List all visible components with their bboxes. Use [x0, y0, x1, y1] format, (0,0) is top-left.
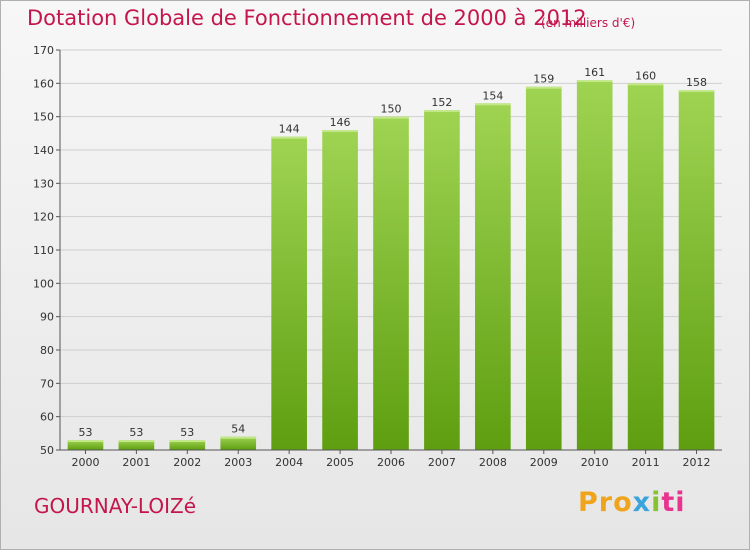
x-tick-label: 2000: [71, 456, 99, 469]
data-label: 150: [381, 103, 402, 116]
bar-highlight: [220, 436, 257, 439]
chart-title: Dotation Globale de Fonctionnement de 20…: [27, 6, 587, 30]
logo-part: x: [632, 487, 652, 518]
x-tick-label: 2009: [530, 456, 558, 469]
x-tick-label: 2002: [173, 456, 201, 469]
x-tick-label: 2004: [275, 456, 303, 469]
bar-highlight: [627, 83, 664, 86]
data-label: 53: [180, 426, 194, 439]
x-tick-label: 2001: [122, 456, 150, 469]
data-label: 144: [279, 123, 300, 136]
y-tick-label: 130: [33, 177, 54, 190]
y-tick-label: 70: [40, 377, 54, 390]
data-label: 161: [584, 66, 605, 79]
data-label: 146: [330, 116, 351, 129]
y-tick-label: 90: [40, 311, 54, 324]
bar-highlight: [118, 440, 155, 442]
bar-highlight: [525, 86, 562, 89]
y-tick-label: 50: [40, 444, 54, 457]
data-label: 160: [635, 69, 656, 82]
bars: [67, 80, 715, 451]
logo-part: Pro: [578, 487, 633, 518]
x-tick-label: 2005: [326, 456, 354, 469]
bar-2007: [424, 110, 460, 450]
data-label: 154: [482, 89, 503, 102]
chart-subtitle: (en milliers d'€): [541, 16, 636, 30]
bar-2010: [576, 80, 613, 450]
y-tick-label: 160: [33, 77, 54, 90]
bar-2002: [169, 440, 206, 450]
data-label: 158: [686, 76, 707, 89]
logo-part: i: [651, 487, 662, 518]
y-tick-label: 140: [33, 144, 54, 157]
proxiti-logo: Proxiti: [578, 487, 686, 518]
bar-2004: [271, 136, 307, 450]
bar-2009: [525, 86, 562, 451]
y-tick-label: 120: [33, 211, 54, 224]
x-tick-label: 2010: [581, 456, 609, 469]
bar-highlight: [475, 103, 511, 106]
bar-2012: [678, 90, 715, 450]
x-tick-label: 2007: [428, 456, 456, 469]
bar-highlight: [67, 440, 104, 442]
bar-highlight: [322, 130, 358, 132]
bar-highlight: [424, 110, 460, 112]
y-tick-label: 80: [40, 344, 54, 357]
y-tick-label: 100: [33, 277, 54, 290]
labels: 50 60 70 80 90 100 110 120 130 140 150 160 170 2000 53…: [33, 44, 711, 469]
bar-2000: [67, 440, 104, 450]
bar-2003: [220, 436, 257, 450]
data-label: 152: [431, 96, 452, 109]
axes: [56, 49, 722, 454]
x-tick-label: 2008: [479, 456, 507, 469]
bar-2005: [322, 130, 358, 450]
bar-2008: [475, 103, 511, 450]
commune-name: GOURNAY-LOIZé: [34, 494, 197, 518]
bar-2006: [373, 116, 409, 451]
y-tick-label: 170: [33, 44, 54, 57]
bar-2011: [627, 83, 664, 450]
bar-highlight: [271, 136, 307, 139]
x-tick-label: 2011: [632, 456, 660, 469]
bar-highlight: [373, 116, 409, 119]
data-label: 53: [78, 426, 92, 439]
data-label: 53: [129, 426, 143, 439]
x-tick-label: 2012: [683, 456, 711, 469]
bar-highlight: [169, 440, 206, 442]
data-label: 159: [533, 73, 554, 86]
y-tick-label: 110: [33, 244, 54, 257]
bar-2001: [118, 440, 155, 450]
bar-highlight: [678, 90, 715, 92]
data-label: 54: [231, 423, 245, 436]
bar-highlight: [576, 80, 613, 82]
y-tick-label: 60: [40, 411, 54, 424]
logo-part: ti: [661, 487, 686, 518]
y-tick-label: 150: [33, 111, 54, 124]
x-tick-label: 2003: [224, 456, 252, 469]
x-tick-label: 2006: [377, 456, 405, 469]
